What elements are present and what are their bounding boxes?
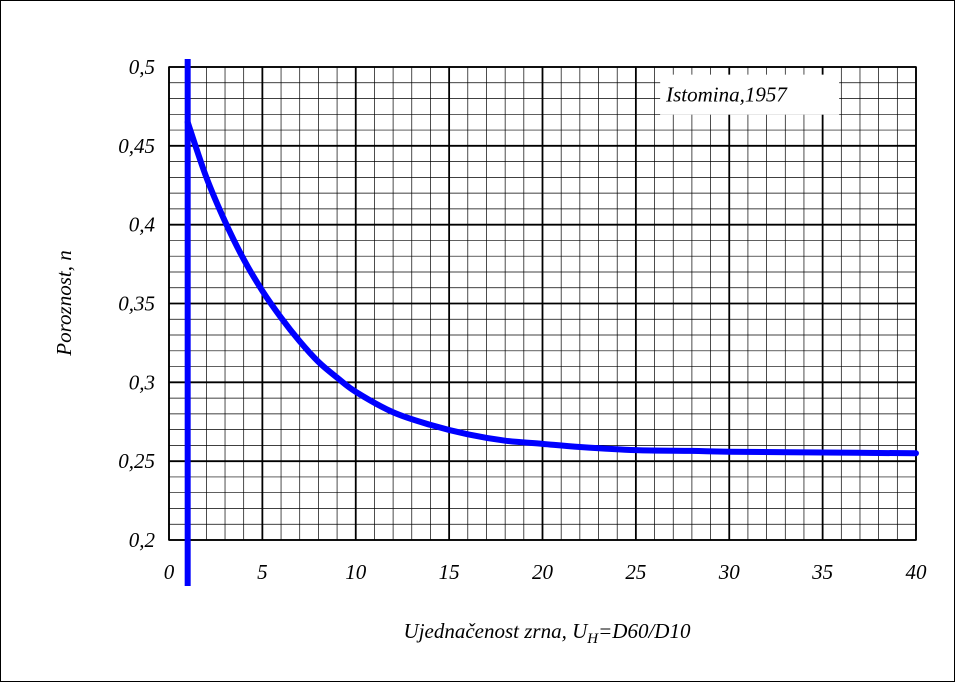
- x-axis-label-main: Ujednačenost zrna, U: [404, 619, 590, 643]
- y-tick-label: 0,3: [129, 370, 155, 394]
- x-tick-label: 25: [625, 560, 646, 584]
- y-tick-labels: 0,2 0,25 0,3 0,35 0,4 0,45 0,5: [118, 55, 155, 552]
- x-tick-label: 20: [532, 560, 554, 584]
- annotation-box: Istomina,1957: [660, 74, 840, 115]
- x-axis-label-tail: =D60/D10: [598, 619, 691, 643]
- x-axis-label-subscript: H: [586, 631, 599, 647]
- x-tick-label: 30: [718, 560, 741, 584]
- x-tick-label: 40: [906, 560, 928, 584]
- y-tick-label: 0,35: [118, 292, 155, 316]
- y-tick-label: 0,45: [118, 134, 155, 158]
- plot-area-border: [168, 66, 917, 541]
- annotation-text: Istomina,1957: [665, 83, 788, 107]
- x-tick-label: 15: [439, 560, 460, 584]
- x-tick-label: 0: [164, 560, 175, 584]
- series-line: [184, 119, 919, 457]
- y-tick-label: 0,2: [129, 528, 156, 552]
- y-tick-label: 0,4: [129, 213, 156, 237]
- y-tick-label: 0,5: [129, 55, 155, 79]
- x-tick-labels: 0 5 10 15 20 25 30 35 40: [164, 560, 927, 584]
- x-tick-label: 10: [345, 560, 367, 584]
- x-tick-label: 5: [257, 560, 268, 584]
- x-tick-label: 35: [811, 560, 833, 584]
- y-tick-label: 0,25: [118, 449, 155, 473]
- annotation-background: [660, 74, 840, 115]
- y-axis-label: Poroznost, n: [52, 250, 76, 356]
- x-axis-label: Ujednačenost zrna, UH=D60/D10: [404, 619, 691, 647]
